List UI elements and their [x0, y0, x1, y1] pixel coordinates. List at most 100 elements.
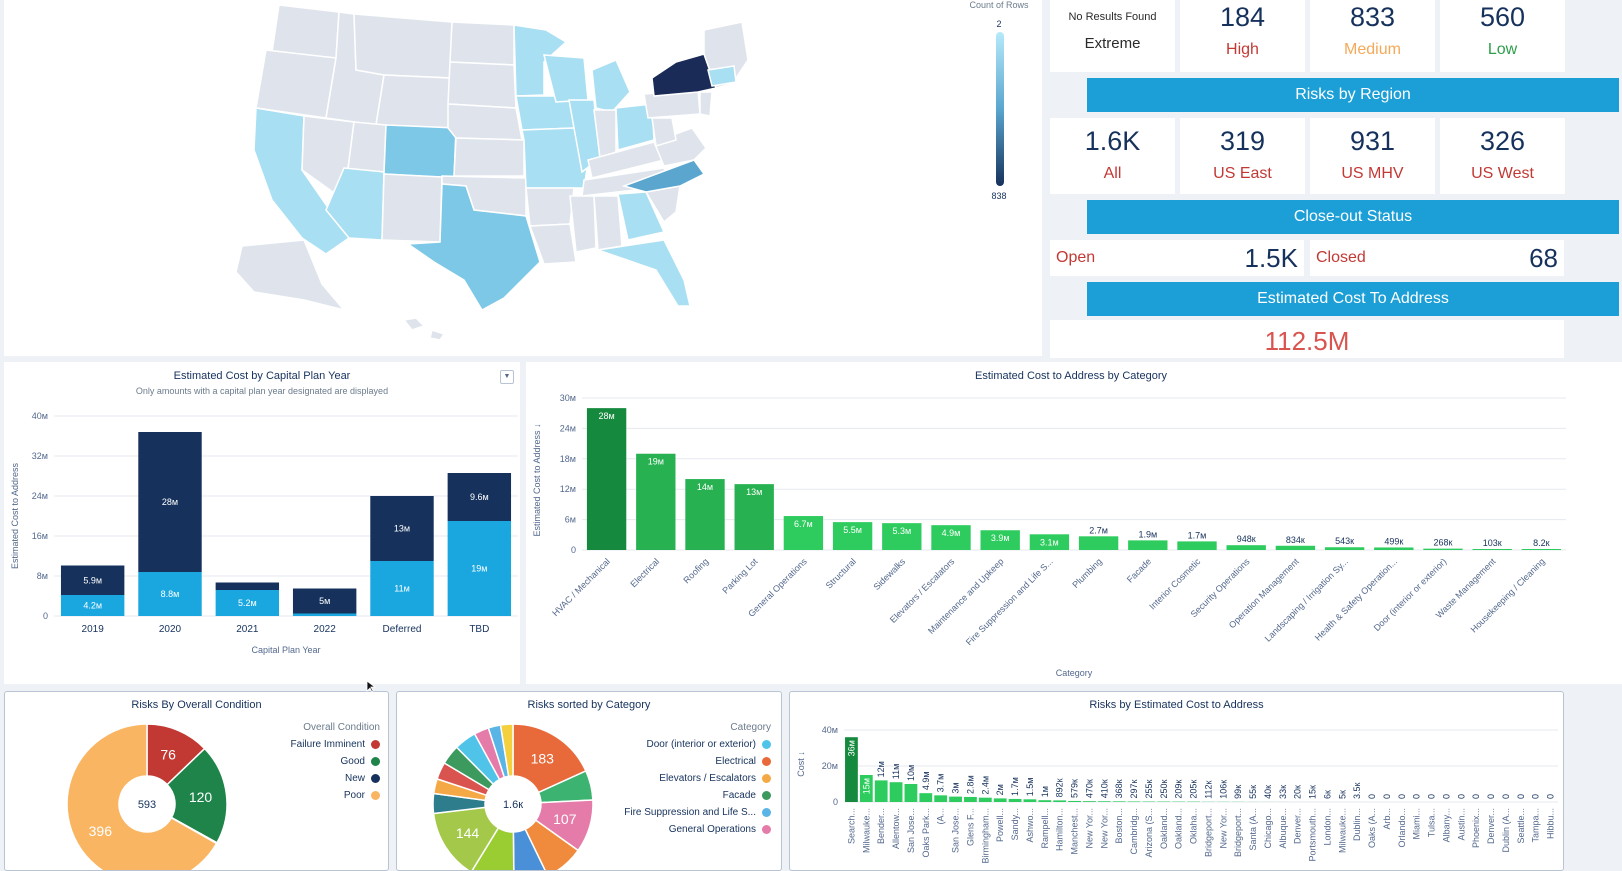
category-cost-chart-title: Estimated Cost to Address by Category — [526, 370, 1616, 382]
region-tile-us-west[interactable]: 326 US West — [1440, 118, 1565, 194]
region-tile-us-east[interactable]: 319 US East — [1180, 118, 1305, 194]
legend-item[interactable]: Fire Suppression and Life S... — [624, 807, 771, 818]
risk-tile-high[interactable]: 184 High — [1180, 0, 1305, 72]
bar-value-label: 5.2м — [238, 598, 257, 608]
map-panel: Count of Rows 2 838 — [4, 0, 1042, 356]
x-tick-label: Ashwo... — [1025, 808, 1035, 843]
bar-value-label: 297к — [1129, 779, 1139, 798]
legend-item[interactable]: Elevators / Escalators — [659, 773, 771, 784]
legend-item[interactable]: New — [345, 773, 380, 784]
legend-swatch — [371, 740, 380, 749]
x-tick-label: Oaks Park... — [921, 808, 931, 858]
x-tick-label: Milwauke... — [1337, 808, 1347, 853]
legend-label: Good — [341, 756, 365, 767]
bar — [875, 780, 888, 802]
bar-value-label: 0 — [1427, 794, 1437, 799]
bar-value-label: 470к — [1084, 779, 1094, 798]
bar-value-label: 5.3м — [892, 526, 911, 536]
donut-center-label: 593 — [138, 799, 156, 811]
cost-value-tile[interactable]: 112.5M — [1050, 320, 1564, 358]
legend-item[interactable]: Facade — [723, 790, 771, 801]
bar-value-label: 5к — [1337, 790, 1347, 799]
x-tick-label: Birmingham... — [980, 808, 990, 864]
bar-value-label: 579к — [1070, 779, 1080, 798]
bar-value-label: 250к — [1159, 780, 1169, 799]
x-tick-label: New Yor... — [1084, 808, 1094, 849]
legend-label: Facade — [723, 790, 756, 801]
x-tick-label: TBD — [469, 624, 489, 635]
legend-swatch — [371, 791, 380, 800]
bar-value-label: 410к — [1099, 779, 1109, 798]
legend-label: Electrical — [715, 756, 756, 767]
bar — [1098, 801, 1111, 802]
bar-value-label: 3м — [951, 782, 961, 793]
legend-item[interactable]: Good — [341, 756, 380, 767]
x-tick-label: Boston... — [1114, 808, 1124, 844]
legend-swatch — [762, 808, 771, 817]
risk-tile-medium[interactable]: 833 Medium — [1310, 0, 1435, 72]
y-tick-label: 0 — [833, 797, 838, 807]
bar-value-label: 4.9м — [921, 771, 931, 790]
x-tick-label: 2022 — [314, 624, 337, 635]
capital-plan-chart-title: Estimated Cost by Capital Plan Year — [4, 370, 520, 382]
x-tick-label: 2021 — [236, 624, 259, 635]
legend-item[interactable]: Poor — [344, 790, 380, 801]
legend-swatch — [371, 757, 380, 766]
region-tile-all[interactable]: 1.6K All — [1050, 118, 1175, 194]
closeout-open-tile[interactable]: Open 1.5K — [1050, 240, 1304, 276]
bar-value-label: 40к — [1263, 785, 1273, 799]
y-tick-label: 16м — [32, 531, 48, 541]
region-tile-us-mhv[interactable]: 931 US MHV — [1310, 118, 1435, 194]
state-wi — [544, 55, 588, 102]
us-choropleth-map[interactable] — [4, 0, 1042, 356]
bar — [964, 797, 977, 802]
bar-value-label: 543к — [1335, 536, 1354, 546]
closeout-open-label: Open — [1056, 249, 1095, 267]
bar — [1177, 541, 1216, 550]
risk-tile-low[interactable]: 560 Low — [1440, 0, 1565, 72]
legend-item[interactable]: General Operations — [669, 824, 771, 835]
closeout-banner: Close-out Status — [1087, 200, 1619, 234]
bar-value-label: 834к — [1286, 535, 1305, 545]
legend-item[interactable]: Door (interior or exterior) — [647, 739, 771, 750]
x-tick-label: 2019 — [82, 624, 105, 635]
x-tick-label: Arizona (S... — [1144, 808, 1154, 858]
bar-value-label: 11м — [394, 584, 410, 594]
x-axis-title: Capital Plan Year — [251, 645, 320, 655]
x-tick-label: Austin... — [1456, 808, 1466, 841]
bar-value-label: 255к — [1144, 780, 1154, 799]
y-tick-label: 24м — [560, 423, 576, 433]
bar — [1325, 547, 1364, 550]
risk-high-value: 184 — [1180, 2, 1305, 33]
closeout-closed-tile[interactable]: Closed 68 — [1310, 240, 1564, 276]
x-tick-label: Miami... — [1412, 808, 1422, 840]
bar — [1374, 547, 1413, 550]
bar-value-label: 0 — [1546, 794, 1556, 799]
bar-value-label: 19м — [471, 564, 487, 574]
legend-swatch — [762, 740, 771, 749]
risk-medium-value: 833 — [1310, 2, 1435, 33]
chart-menu-button[interactable]: ▼ — [500, 370, 514, 384]
y-axis-title: Estimated Cost to Address — [10, 462, 20, 569]
bar-value-label: 5м — [319, 596, 330, 606]
risk-tile-extreme[interactable]: No Results Found Extreme — [1050, 0, 1175, 72]
bar-value-label: 6.7м — [794, 519, 813, 529]
bar-value-label: 0 — [1441, 794, 1451, 799]
bar — [979, 798, 992, 802]
bar — [919, 793, 932, 802]
bar-value-label: 9.6м — [470, 492, 489, 502]
x-tick-label: Roofing — [681, 556, 710, 585]
cost-value: 112.5M — [1050, 326, 1564, 357]
legend-item[interactable]: Electrical — [715, 756, 771, 767]
legend-item[interactable]: Failure Imminent — [291, 739, 380, 750]
x-tick-label: Denver... — [1293, 808, 1303, 844]
x-tick-label: Interior Cosmetic — [1147, 556, 1203, 612]
bar-value-label: 0 — [1501, 794, 1511, 799]
x-tick-label: Search... — [846, 808, 856, 844]
legend-swatch — [762, 774, 771, 783]
bar-value-label: 6к — [1322, 790, 1332, 799]
bar — [1038, 800, 1051, 802]
legend-label: New — [345, 773, 365, 784]
